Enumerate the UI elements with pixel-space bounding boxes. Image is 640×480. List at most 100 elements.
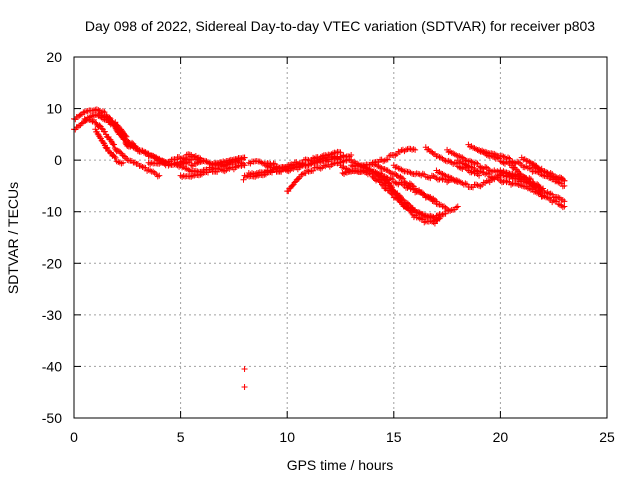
data-point bbox=[561, 177, 568, 184]
data-point bbox=[253, 157, 260, 164]
data-point bbox=[437, 213, 444, 220]
data-point bbox=[384, 167, 391, 174]
data-point bbox=[133, 145, 140, 152]
data-point bbox=[128, 158, 135, 165]
data-point bbox=[400, 175, 407, 182]
data-point bbox=[358, 168, 365, 175]
data-point bbox=[387, 170, 394, 177]
data-point bbox=[393, 172, 400, 179]
y-axis-label: SDTVAR / TECUs bbox=[5, 182, 21, 294]
data-point bbox=[438, 201, 445, 208]
data-point bbox=[332, 149, 339, 156]
data-point bbox=[388, 185, 395, 192]
data-point bbox=[337, 149, 344, 156]
data-point bbox=[329, 150, 336, 157]
data-point bbox=[410, 146, 417, 153]
data-point bbox=[558, 202, 565, 209]
outlier-point bbox=[240, 176, 247, 183]
data-point bbox=[407, 169, 414, 176]
x-tick-label: 15 bbox=[386, 429, 402, 445]
y-tick-label: 20 bbox=[46, 49, 62, 65]
x-tick-label: 5 bbox=[177, 429, 185, 445]
y-tick-label: 10 bbox=[46, 101, 62, 117]
data-point bbox=[538, 186, 545, 193]
data-point bbox=[386, 152, 393, 159]
data-point bbox=[561, 198, 568, 205]
data-point bbox=[386, 182, 393, 189]
data-point bbox=[474, 160, 481, 167]
data-point bbox=[409, 182, 416, 189]
data-point bbox=[285, 188, 292, 195]
data-point bbox=[299, 160, 306, 167]
data-point bbox=[505, 154, 512, 161]
data-point bbox=[483, 164, 490, 171]
x-tick-label: 0 bbox=[70, 429, 78, 445]
data-point bbox=[101, 128, 108, 135]
grid-lines bbox=[74, 57, 607, 418]
data-point bbox=[442, 210, 449, 217]
data-point bbox=[241, 154, 248, 161]
data-point bbox=[110, 141, 117, 148]
axis-ticks bbox=[73, 56, 608, 419]
data-point bbox=[123, 133, 130, 140]
data-point bbox=[441, 157, 448, 164]
data-point bbox=[454, 203, 461, 210]
data-point bbox=[491, 167, 498, 174]
data-point bbox=[241, 162, 248, 169]
data-point bbox=[402, 146, 409, 153]
outlier-point bbox=[241, 366, 248, 373]
data-point bbox=[459, 154, 466, 161]
data-point bbox=[561, 203, 568, 210]
data-point bbox=[107, 149, 114, 156]
data-point bbox=[186, 156, 193, 163]
data-point bbox=[561, 182, 568, 189]
data-point bbox=[402, 168, 409, 175]
data-point bbox=[426, 195, 433, 202]
data-point bbox=[111, 153, 118, 160]
y-tick-label: -10 bbox=[42, 204, 62, 220]
data-point bbox=[104, 144, 111, 151]
data-point bbox=[469, 164, 476, 171]
data-point bbox=[120, 159, 127, 166]
data-point bbox=[139, 163, 146, 170]
data-point bbox=[389, 176, 396, 183]
data-point bbox=[147, 161, 154, 168]
data-point bbox=[384, 156, 391, 163]
data-point bbox=[96, 122, 103, 129]
data-point bbox=[343, 169, 350, 176]
data-point bbox=[98, 125, 105, 132]
data-point bbox=[547, 190, 554, 197]
y-tick-label: -20 bbox=[42, 255, 62, 271]
data-point bbox=[112, 119, 119, 126]
x-tick-label: 25 bbox=[599, 429, 615, 445]
data-point bbox=[421, 219, 428, 226]
data-point bbox=[393, 190, 400, 197]
data-point bbox=[412, 146, 419, 153]
data-point bbox=[451, 177, 458, 184]
data-point bbox=[501, 177, 508, 184]
data-point bbox=[156, 172, 163, 179]
data-point bbox=[381, 157, 388, 164]
y-tick-label: -30 bbox=[42, 307, 62, 323]
data-point bbox=[463, 181, 470, 188]
data-point bbox=[115, 123, 122, 130]
y-tick-label: -40 bbox=[42, 358, 62, 374]
data-point bbox=[398, 174, 405, 181]
data-point bbox=[416, 215, 423, 222]
data-point bbox=[513, 166, 520, 173]
data-point bbox=[445, 157, 452, 164]
data-point bbox=[473, 159, 480, 166]
data-point bbox=[343, 157, 350, 164]
data-point bbox=[444, 206, 451, 213]
data-point bbox=[506, 155, 513, 162]
data-point bbox=[456, 178, 463, 185]
chart-title: Day 098 of 2022, Sidereal Day-to-day VTE… bbox=[85, 18, 595, 34]
data-points bbox=[71, 106, 568, 391]
data-point bbox=[558, 175, 565, 182]
data-point bbox=[348, 151, 355, 158]
data-point bbox=[349, 163, 356, 170]
data-point bbox=[418, 189, 425, 196]
data-point bbox=[299, 171, 306, 178]
data-point bbox=[304, 167, 311, 174]
